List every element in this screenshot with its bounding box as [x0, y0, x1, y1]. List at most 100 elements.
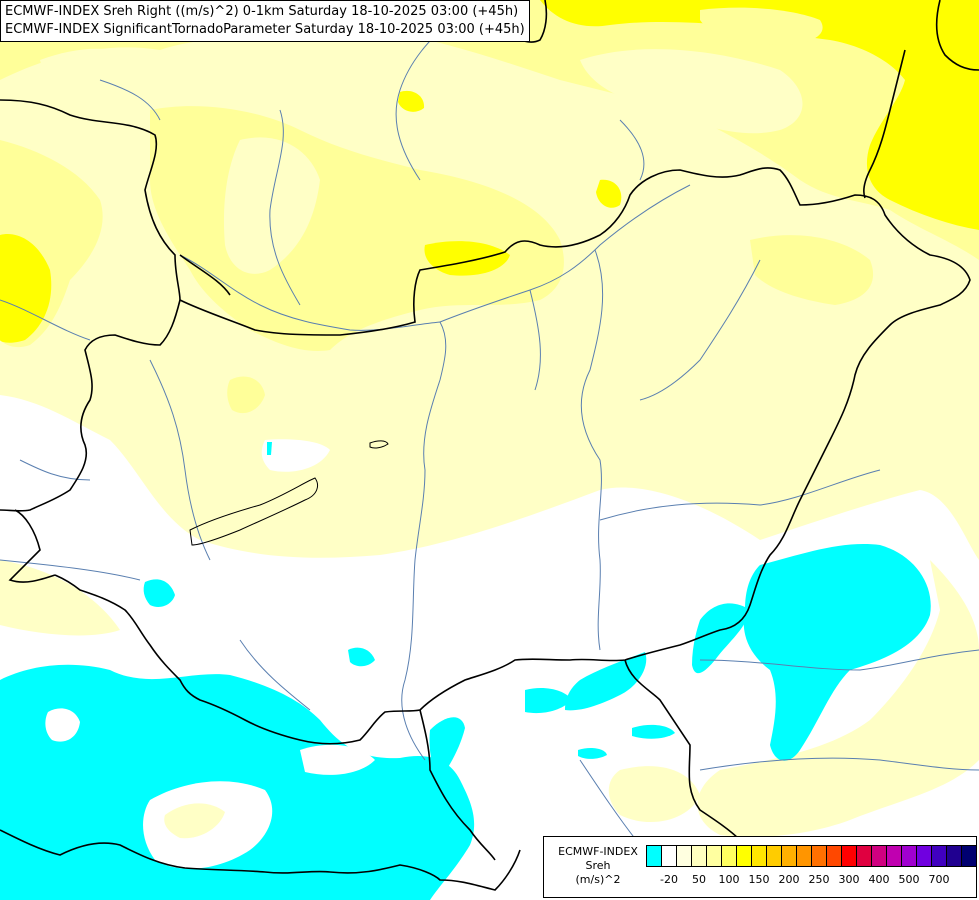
river — [179, 254, 447, 761]
lake-balaton — [189, 477, 318, 546]
sreh-zone-cyan — [578, 747, 607, 759]
border — [624, 659, 741, 841]
legend-swatch — [721, 845, 737, 867]
border — [863, 49, 906, 199]
river — [99, 79, 161, 121]
sreh-zone-cyan — [565, 652, 647, 711]
border — [0, 99, 971, 745]
river — [699, 757, 979, 771]
border — [419, 709, 496, 861]
legend-swatch — [901, 845, 917, 867]
legend-tick-label: 250 — [808, 873, 830, 886]
sreh-zone-cyan — [429, 717, 465, 780]
legend-tick-label: 100 — [718, 873, 740, 886]
legend-tick-label: 150 — [748, 873, 770, 886]
sreh-zone-cyan — [525, 688, 572, 714]
legend-swatch — [811, 845, 827, 867]
sreh-zone-white — [45, 708, 80, 742]
title-line-2: ECMWF-INDEX SignificantTornadoParameter … — [5, 22, 525, 37]
border — [0, 829, 521, 891]
legend-title-line-1: ECMWF-INDEX — [558, 845, 638, 858]
river — [699, 649, 979, 671]
border — [8, 509, 56, 583]
legend-tick-label: 50 — [692, 873, 706, 886]
lake-small — [369, 440, 389, 449]
sreh-zone-light — [750, 235, 874, 305]
legend-swatch — [886, 845, 902, 867]
sreh-zone-pale — [164, 803, 225, 839]
sreh-zone-white — [0, 400, 60, 448]
sreh-zone-yellow — [424, 241, 510, 276]
legend-tick-label: 400 — [868, 873, 890, 886]
title-line-1: ECMWF-INDEX Sreh Right ((m/s)^2) 0-1km S… — [5, 4, 519, 19]
legend-swatch — [856, 845, 872, 867]
river — [619, 119, 645, 181]
river — [239, 639, 311, 711]
sreh-zone-yellow — [0, 234, 52, 343]
legend-swatch — [871, 845, 887, 867]
sreh-zone-cyan — [143, 579, 175, 607]
sreh-zone-cyan — [348, 647, 375, 667]
river — [19, 459, 91, 481]
river — [599, 469, 881, 521]
color-legend: ECMWF-INDEX Sreh (m/s)^2 -20 50 100 150 200 2… — [543, 836, 977, 898]
sreh-zone-white — [300, 744, 375, 775]
legend-swatch — [646, 845, 662, 867]
legend-swatch — [826, 845, 842, 867]
sreh-zone-white — [261, 439, 330, 472]
sreh-zone-pale — [0, 560, 120, 636]
legend-swatch — [781, 845, 797, 867]
sreh-zone-cyan — [692, 603, 750, 674]
legend-title: ECMWF-INDEX Sreh (m/s)^2 — [550, 845, 646, 887]
map-title-box: ECMWF-INDEX Sreh Right ((m/s)^2) 0-1km S… — [0, 0, 530, 42]
sreh-zone-yellow — [596, 179, 622, 208]
legend-swatch — [691, 845, 707, 867]
sreh-zone-yellow — [398, 90, 425, 112]
legend-swatch — [661, 845, 677, 867]
sreh-zone-cyan — [632, 724, 675, 739]
legend-swatch — [796, 845, 812, 867]
river — [580, 249, 604, 651]
border — [935, 0, 979, 71]
border — [179, 254, 231, 296]
sreh-zone-pale — [697, 560, 979, 837]
sreh-zone-pale — [580, 49, 803, 134]
legend-swatch — [961, 845, 977, 867]
river — [0, 559, 141, 581]
legend-swatch — [916, 845, 932, 867]
sreh-zone-light — [227, 376, 265, 414]
legend-swatch — [931, 845, 947, 867]
sreh-zone-cyan — [743, 544, 931, 761]
legend-swatch — [766, 845, 782, 867]
legend-swatch — [676, 845, 692, 867]
river — [529, 289, 541, 391]
river — [149, 359, 211, 561]
legend-swatch — [751, 845, 767, 867]
sreh-zone-cyan — [267, 442, 272, 455]
river — [269, 109, 301, 306]
legend-tick-label: 700 — [928, 873, 950, 886]
legend-swatch — [946, 845, 962, 867]
sreh-zone-pale — [40, 48, 130, 81]
legend-tick-label: 200 — [778, 873, 800, 886]
border — [0, 299, 181, 512]
sreh-zone-cyan — [0, 664, 475, 900]
legend-tick-label: -20 — [660, 873, 678, 886]
sreh-zone-light — [700, 7, 823, 46]
river — [439, 184, 691, 323]
legend-swatch — [736, 845, 752, 867]
legend-tick-label: 300 — [838, 873, 860, 886]
legend-swatches — [646, 845, 977, 867]
legend-tick-label: 500 — [898, 873, 920, 886]
legend-swatch — [841, 845, 857, 867]
legend-swatch — [706, 845, 722, 867]
sreh-zone-pale — [223, 137, 320, 274]
river — [0, 299, 91, 341]
sreh-zone-pale — [608, 766, 700, 823]
legend-title-line-2: Sreh — [585, 859, 611, 872]
rivers — [0, 19, 979, 846]
legend-title-line-3: (m/s)^2 — [575, 873, 621, 886]
river — [639, 259, 761, 401]
